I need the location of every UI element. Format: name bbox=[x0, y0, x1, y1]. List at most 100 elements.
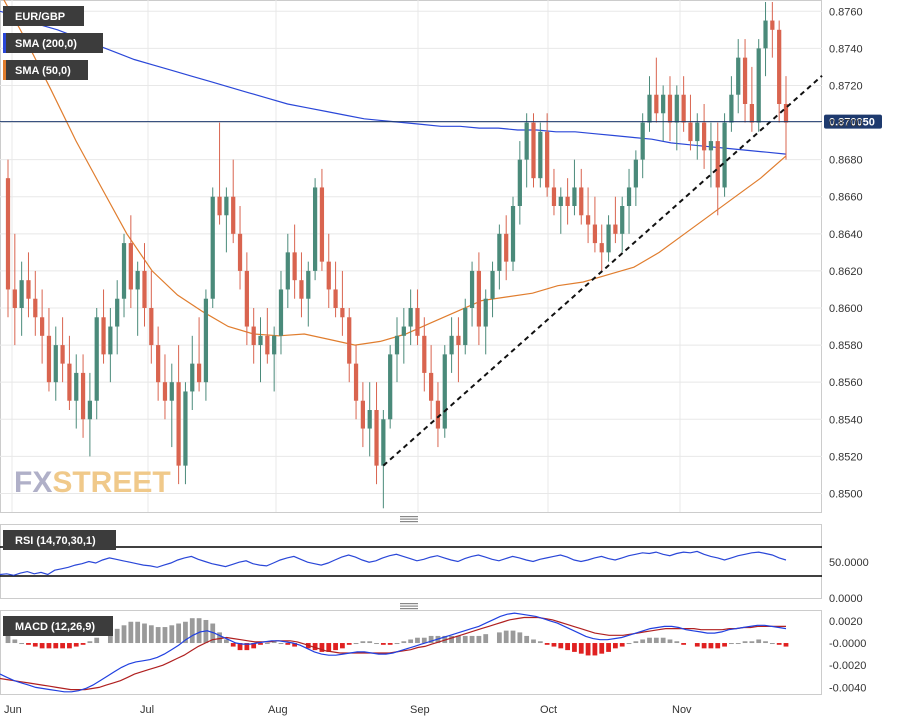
candle bbox=[715, 122, 720, 216]
candle-body bbox=[476, 270, 482, 327]
candle-body bbox=[531, 122, 536, 179]
rsi-indicator: 50.0000 0.0000 bbox=[0, 546, 869, 605]
price-tick-label: 0.8680 bbox=[829, 155, 863, 167]
candle-body bbox=[545, 131, 550, 188]
macd-histogram-bar bbox=[360, 641, 366, 644]
macd-histogram-bar bbox=[380, 643, 386, 645]
panel-resize-handle[interactable] bbox=[400, 603, 418, 610]
candle bbox=[483, 289, 488, 355]
macd-histogram-bar bbox=[660, 637, 666, 644]
macd-tick-label: -0.0000 bbox=[829, 638, 866, 650]
candle bbox=[169, 363, 174, 448]
macd-label[interactable]: MACD (12,26,9) bbox=[3, 616, 113, 636]
sma200-label[interactable]: SMA (200,0) bbox=[3, 33, 103, 53]
candle bbox=[701, 104, 707, 169]
candle bbox=[558, 187, 563, 234]
candle bbox=[367, 382, 372, 457]
candle-body bbox=[558, 196, 563, 206]
macd-histogram-bar bbox=[292, 643, 298, 647]
candle bbox=[108, 308, 113, 383]
candle-body bbox=[442, 354, 447, 429]
macd-histogram-bar bbox=[763, 641, 768, 644]
candle bbox=[74, 354, 79, 429]
macd-histogram-bar bbox=[60, 643, 65, 649]
macd-histogram-bar bbox=[26, 643, 31, 645]
sma50-label[interactable]: SMA (50,0) bbox=[3, 60, 88, 80]
month-tick-label: Aug bbox=[268, 704, 288, 716]
candle bbox=[572, 159, 577, 216]
candle-body bbox=[483, 298, 488, 327]
candle bbox=[156, 326, 161, 401]
macd-histogram-bar bbox=[217, 632, 222, 644]
candle bbox=[742, 39, 748, 123]
macd-histogram-bar bbox=[469, 635, 475, 644]
candle-body bbox=[156, 345, 161, 383]
macd-histogram-bar bbox=[633, 641, 639, 644]
candle bbox=[183, 382, 188, 485]
macd-histogram-bar bbox=[428, 635, 434, 644]
macd-histogram-bar bbox=[503, 630, 509, 644]
macd-histogram-bar bbox=[456, 635, 461, 644]
candle-body bbox=[388, 354, 393, 420]
macd-histogram-bar bbox=[565, 643, 571, 651]
candle bbox=[340, 270, 345, 336]
macd-histogram-bar bbox=[19, 643, 25, 645]
rsi-label[interactable]: RSI (14,70,30,1) bbox=[3, 530, 116, 550]
macd-histogram-bar bbox=[537, 641, 543, 644]
panel-resize-handle[interactable] bbox=[400, 516, 418, 523]
macd-histogram-bar bbox=[114, 628, 120, 644]
macd-histogram-bar bbox=[462, 635, 468, 644]
rsi-path bbox=[0, 550, 787, 576]
candle-body bbox=[770, 20, 775, 30]
candle-body bbox=[538, 131, 543, 179]
candle bbox=[517, 141, 522, 225]
macd-histogram-bar bbox=[285, 643, 291, 645]
macd-histogram-bar bbox=[722, 643, 727, 647]
candle-body bbox=[74, 372, 79, 401]
macd-histogram-bar bbox=[258, 643, 263, 645]
candle-body bbox=[736, 57, 741, 95]
price-tick-label: 0.8660 bbox=[829, 192, 863, 204]
candle-body bbox=[749, 104, 754, 123]
macd-panel bbox=[0, 610, 822, 695]
candle bbox=[770, 2, 775, 58]
candle-body bbox=[224, 196, 229, 216]
macd-histogram-bar bbox=[223, 639, 229, 644]
candle bbox=[777, 20, 782, 123]
macd-histogram-bar bbox=[148, 625, 154, 644]
macd-tick-label: 0.0020 bbox=[829, 616, 863, 628]
candle-body bbox=[299, 280, 304, 299]
symbol-label[interactable]: EUR/GBP bbox=[3, 6, 84, 26]
candle-body bbox=[176, 382, 181, 466]
candle-body bbox=[115, 298, 120, 327]
candle bbox=[135, 261, 140, 336]
candle bbox=[285, 233, 290, 308]
macd-histogram-bar bbox=[681, 643, 687, 645]
candle bbox=[422, 317, 427, 392]
candle bbox=[531, 113, 536, 188]
candle bbox=[620, 196, 625, 253]
candle bbox=[435, 382, 441, 448]
candle bbox=[87, 372, 93, 457]
candle bbox=[749, 66, 754, 132]
candle bbox=[353, 345, 359, 420]
candle-body bbox=[258, 335, 263, 346]
candle-body bbox=[306, 270, 311, 299]
macd-histogram-bar bbox=[333, 643, 338, 651]
candle-body bbox=[5, 178, 11, 290]
candle bbox=[60, 317, 65, 383]
candle bbox=[347, 308, 352, 383]
macd-histogram-bar bbox=[251, 643, 257, 649]
ascending-trendline bbox=[382, 74, 823, 467]
candle-body bbox=[265, 335, 270, 355]
candle-body bbox=[326, 261, 331, 290]
macd-histogram-bar bbox=[551, 643, 557, 647]
candle-body bbox=[469, 270, 475, 308]
candle-body bbox=[162, 382, 168, 401]
macd-histogram-bar bbox=[701, 643, 707, 649]
candle-body bbox=[674, 94, 679, 123]
macd-histogram-bar bbox=[162, 627, 168, 644]
candle bbox=[661, 85, 666, 142]
candle bbox=[551, 168, 557, 216]
candle-body bbox=[497, 233, 502, 271]
